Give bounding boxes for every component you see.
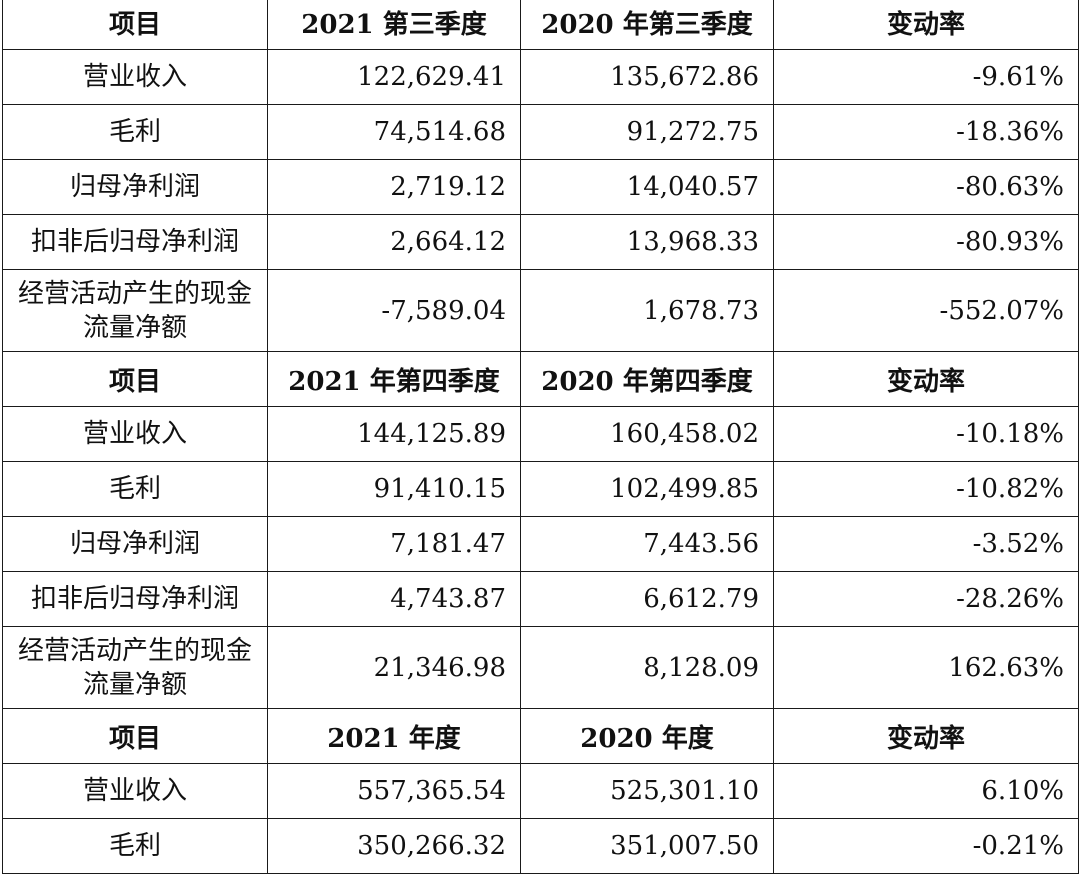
change-rate-header: 变动率 [773,351,1079,407]
previous-value: 8,128.09 [520,626,774,709]
current-value: 21,346.98 [267,626,521,709]
current-value: -7,589.04 [267,269,521,352]
table-row: 营业收入 122,629.41 135,672.86 -9.61% [2,49,1079,105]
table-row: 毛利 350,266.32 351,007.50 -0.21% [2,818,1079,874]
change-value: -18.36% [773,104,1079,160]
change-rate-header: 变动率 [773,0,1079,50]
table-row: 归母净利润 7,181.47 7,443.56 -3.52% [2,516,1079,572]
row-label: 毛利 [2,818,268,874]
section-header-row: 项目 2021 年第四季度 2020 年第四季度 变动率 [2,351,1079,407]
change-value: -10.18% [773,406,1079,462]
section-header-row: 项目 2021 第三季度 2020 年第三季度 变动率 [2,0,1079,50]
current-value: 74,514.68 [267,104,521,160]
previous-value: 525,301.10 [520,763,774,819]
row-label: 归母净利润 [2,516,268,572]
table-row: 营业收入 144,125.89 160,458.02 -10.18% [2,406,1079,462]
row-label: 毛利 [2,461,268,517]
change-value: -10.82% [773,461,1079,517]
table-row: 归母净利润 2,719.12 14,040.57 -80.63% [2,159,1079,215]
row-label: 毛利 [2,104,268,160]
current-value: 2,664.12 [267,214,521,270]
previous-period-header: 2020 年度 [520,708,774,764]
current-value: 2,719.12 [267,159,521,215]
table-row: 扣非后归母净利润 4,743.87 6,612.79 -28.26% [2,571,1079,627]
current-value: 4,743.87 [267,571,521,627]
table-row: 扣非后归母净利润 2,664.12 13,968.33 -80.93% [2,214,1079,270]
table-row: 毛利 91,410.15 102,499.85 -10.82% [2,461,1079,517]
row-label: 扣非后归母净利润 [2,571,268,627]
previous-value: 14,040.57 [520,159,774,215]
previous-value: 13,968.33 [520,214,774,270]
current-value: 7,181.47 [267,516,521,572]
row-label: 营业收入 [2,406,268,462]
change-value: -0.21% [773,818,1079,874]
previous-value: 160,458.02 [520,406,774,462]
table-row: 经营活动产生的现金流量净额 21,346.98 8,128.09 162.63% [2,626,1079,709]
current-period-header: 2021 年度 [267,708,521,764]
previous-period-header: 2020 年第四季度 [520,351,774,407]
change-value: 162.63% [773,626,1079,709]
section-header-row: 项目 2021 年度 2020 年度 变动率 [2,708,1079,764]
current-value: 122,629.41 [267,49,521,105]
change-rate-header: 变动率 [773,708,1079,764]
item-header: 项目 [2,351,268,407]
row-label: 扣非后归母净利润 [2,214,268,270]
change-value: -80.63% [773,159,1079,215]
previous-value: 91,272.75 [520,104,774,160]
current-value: 557,365.54 [267,763,521,819]
previous-value: 102,499.85 [520,461,774,517]
table-row: 经营活动产生的现金流量净额 -7,589.04 1,678.73 -552.07… [2,269,1079,352]
table-row: 毛利 74,514.68 91,272.75 -18.36% [2,104,1079,160]
current-period-header: 2021 年第四季度 [267,351,521,407]
change-value: 6.10% [773,763,1079,819]
previous-value: 1,678.73 [520,269,774,352]
row-label: 营业收入 [2,49,268,105]
row-label: 经营活动产生的现金流量净额 [2,269,268,352]
current-period-header: 2021 第三季度 [267,0,521,50]
table-row: 营业收入 557,365.54 525,301.10 6.10% [2,763,1079,819]
previous-period-header: 2020 年第三季度 [520,0,774,50]
item-header: 项目 [2,0,268,50]
current-value: 144,125.89 [267,406,521,462]
previous-value: 351,007.50 [520,818,774,874]
current-value: 350,266.32 [267,818,521,874]
row-label: 归母净利润 [2,159,268,215]
row-label: 营业收入 [2,763,268,819]
current-value: 91,410.15 [267,461,521,517]
change-value: -552.07% [773,269,1079,352]
change-value: -3.52% [773,516,1079,572]
row-label: 经营活动产生的现金流量净额 [2,626,268,709]
previous-value: 7,443.56 [520,516,774,572]
item-header: 项目 [2,708,268,764]
previous-value: 6,612.79 [520,571,774,627]
change-value: -80.93% [773,214,1079,270]
change-value: -28.26% [773,571,1079,627]
change-value: -9.61% [773,49,1079,105]
previous-value: 135,672.86 [520,49,774,105]
